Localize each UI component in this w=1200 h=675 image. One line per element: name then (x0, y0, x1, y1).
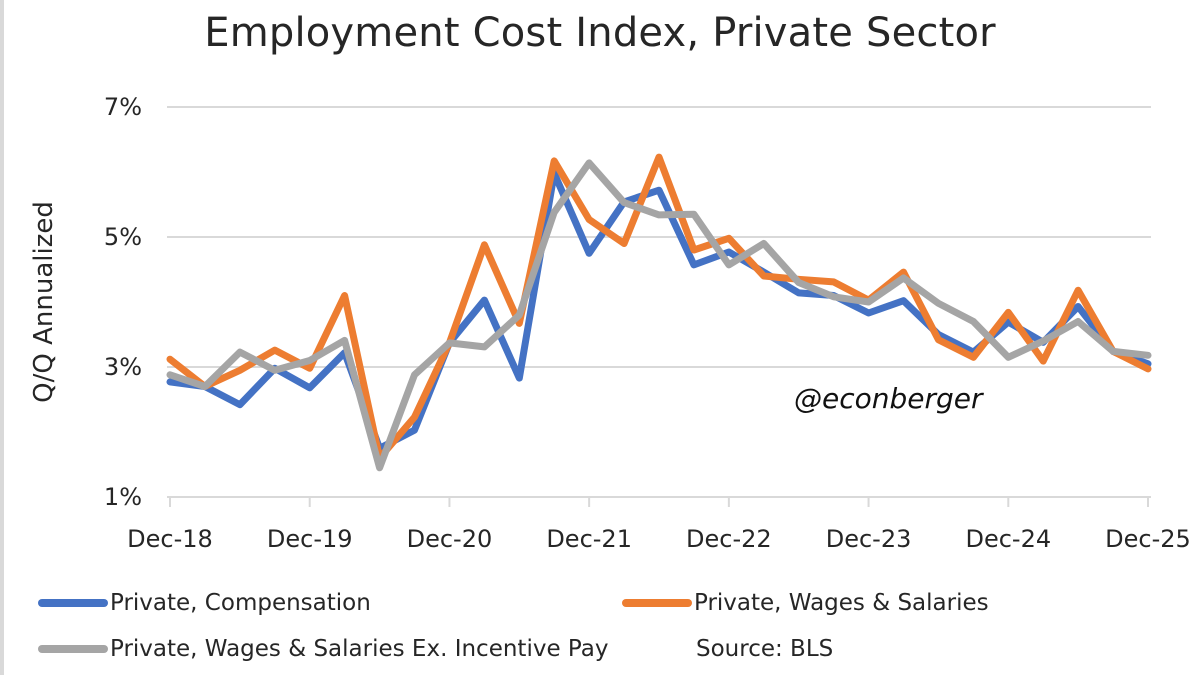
x-tick-label: Dec-24 (965, 525, 1052, 553)
chart-title: Employment Cost Index, Private Sector (204, 10, 996, 56)
x-tick-label: Dec-20 (406, 525, 493, 553)
legend-swatch-wages-salaries (622, 599, 692, 607)
y-tick-label: 1% (103, 483, 142, 511)
legend-item-wages-ex-incentive: Private, Wages & Salaries Ex. Incentive … (38, 636, 608, 662)
legend-label-wages-ex-incentive: Private, Wages & Salaries Ex. Incentive … (110, 636, 609, 662)
legend-swatch-wages-ex-incentive (38, 645, 108, 653)
legend-swatch-compensation (38, 599, 108, 607)
x-tick-label: Dec-21 (546, 525, 632, 553)
y-tick-label: 5% (103, 223, 142, 251)
legend-label-compensation: Private, Compensation (110, 590, 371, 616)
y-tick-label: 7% (103, 93, 142, 121)
legend-item-compensation: Private, Compensation (38, 590, 371, 616)
series-line-private-wages-salaries-ex-incentive-pay (166, 159, 1152, 472)
watermark: @econberger (794, 382, 983, 415)
x-tick-label: Dec-23 (825, 525, 912, 553)
x-tick-label: Dec-18 (127, 525, 213, 553)
source-note: Source: BLS (696, 636, 834, 662)
legend-item-wages-salaries: Private, Wages & Salaries (622, 590, 989, 616)
x-tick-label: Dec-25 (1105, 525, 1191, 553)
left-border (0, 0, 4, 675)
x-tick-label: Dec-19 (266, 525, 353, 553)
series-line-private-wages-salaries (166, 153, 1152, 462)
x-tick-label: Dec-22 (686, 525, 772, 553)
y-tick-label: 3% (103, 353, 142, 381)
legend-label-wages-salaries: Private, Wages & Salaries (694, 590, 989, 616)
